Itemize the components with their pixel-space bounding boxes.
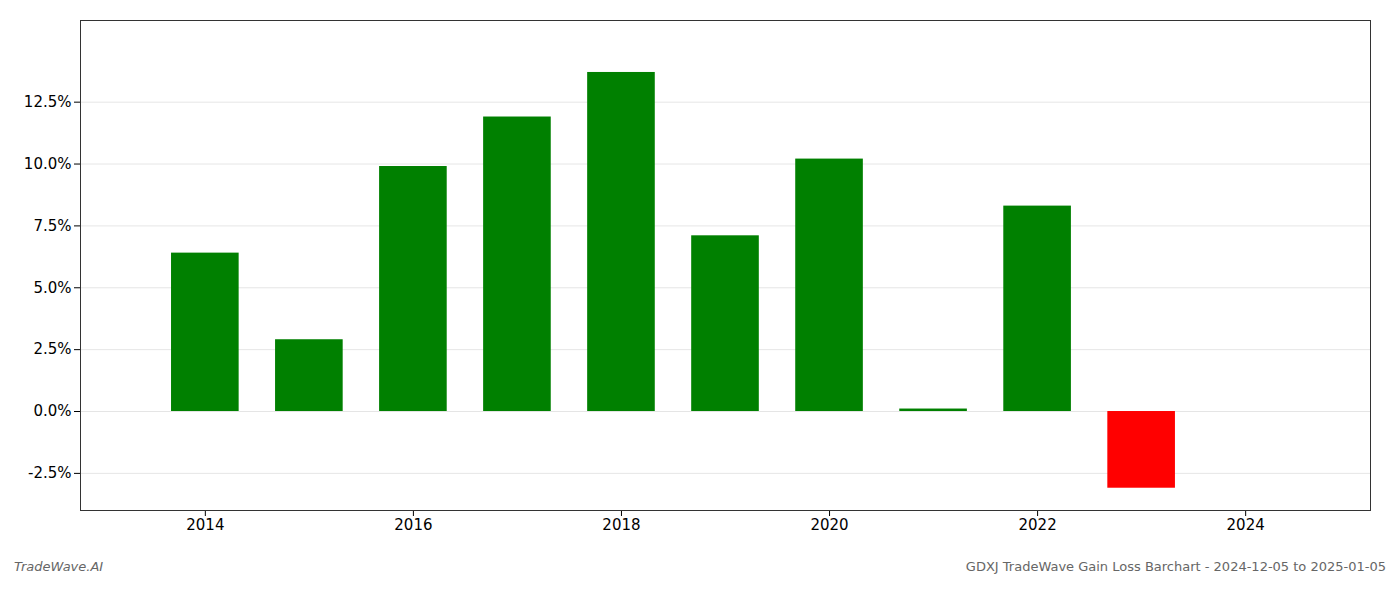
svg-text:7.5%: 7.5% (33, 217, 71, 235)
svg-text:2.5%: 2.5% (33, 340, 71, 358)
svg-text:-2.5%: -2.5% (28, 464, 72, 482)
svg-text:2022: 2022 (1019, 516, 1057, 534)
svg-text:12.5%: 12.5% (24, 93, 72, 111)
html-text:TradeWave.AI: TradeWave.AI (14, 559, 104, 574)
svg-text:2016: 2016 (394, 516, 432, 534)
html-text:GDXJ TradeWave Gain Loss Barch: GDXJ TradeWave Gain Loss Barchart - 2024… (965, 559, 1386, 574)
svg-text:0.0%: 0.0% (33, 402, 71, 420)
svg-text:2018: 2018 (602, 516, 640, 534)
svg-text:10.0%: 10.0% (24, 155, 72, 173)
svg-text:2024: 2024 (1227, 516, 1265, 534)
svg-text:5.0%: 5.0% (33, 279, 71, 297)
svg-text:2020: 2020 (810, 516, 848, 534)
svg-text:2014: 2014 (186, 516, 224, 534)
